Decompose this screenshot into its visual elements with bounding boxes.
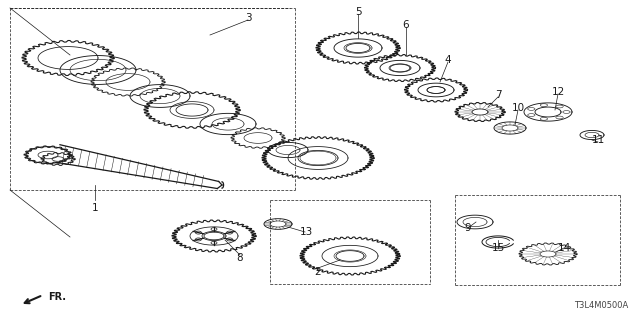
Text: 14: 14 [557,243,571,253]
Text: 13: 13 [300,227,312,237]
Text: 8: 8 [237,253,243,263]
Text: T3L4M0500A: T3L4M0500A [573,301,628,310]
Text: 4: 4 [445,55,451,65]
Text: 12: 12 [552,87,564,97]
Text: 1: 1 [92,203,99,213]
Text: 7: 7 [495,90,501,100]
Text: 3: 3 [244,13,252,23]
Text: 9: 9 [465,223,471,233]
Text: 10: 10 [511,103,525,113]
Text: 6: 6 [403,20,410,30]
Text: 2: 2 [315,267,321,277]
Text: 5: 5 [355,7,362,17]
Text: FR.: FR. [48,292,66,302]
Text: 11: 11 [591,135,605,145]
Text: 15: 15 [492,243,504,253]
